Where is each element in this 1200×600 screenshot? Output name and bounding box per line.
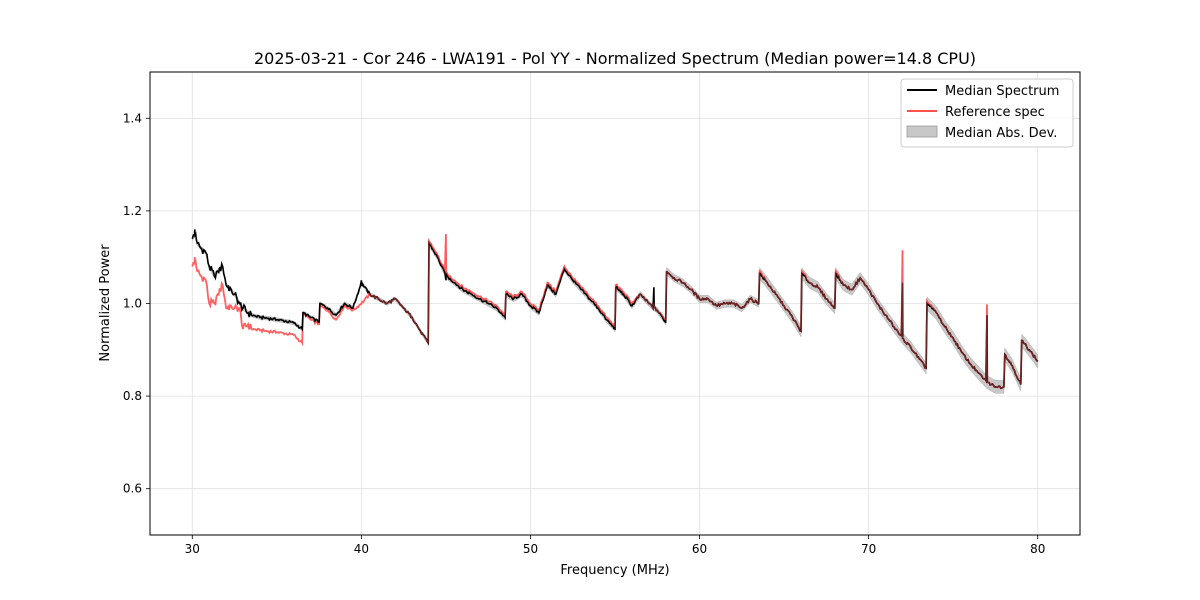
legend-box [900,78,1074,148]
x-axis-label: Frequency (MHz) [560,563,669,578]
legend-median-label: Median Spectrum [945,84,1059,99]
y-axis-label: Normalized Power [98,244,113,362]
legend-mad-swatch [906,125,938,138]
median-series [191,229,1039,390]
x-axis-ticks: 30 40 50 60 70 80 [185,535,1045,556]
legend-mad-label: Median Abs. Dev. [945,126,1057,141]
y-tick-label: 0.8 [123,389,142,403]
x-tick-label: 80 [1030,542,1045,556]
y-tick-label: 0.6 [123,482,142,496]
x-tick-label: 30 [185,542,200,556]
x-tick-label: 50 [523,542,538,556]
y-tick-label: 1.0 [123,297,142,311]
reference-overlay-line [366,234,1039,389]
y-axis-ticks: 0.6 0.8 1.0 1.2 1.4 [123,111,150,496]
chart-title: 2025-03-21 - Cor 246 - LWA191 - Pol YY -… [254,49,976,68]
y-tick-label: 1.4 [123,111,142,125]
x-tick-label: 70 [861,542,876,556]
legend-reference-label: Reference spec [945,105,1045,120]
legend: Median Spectrum Reference spec Median Ab… [900,78,1074,148]
median-line [191,229,1039,390]
y-tick-label: 1.2 [123,204,142,218]
x-tick-label: 40 [354,542,369,556]
x-tick-label: 60 [692,542,707,556]
